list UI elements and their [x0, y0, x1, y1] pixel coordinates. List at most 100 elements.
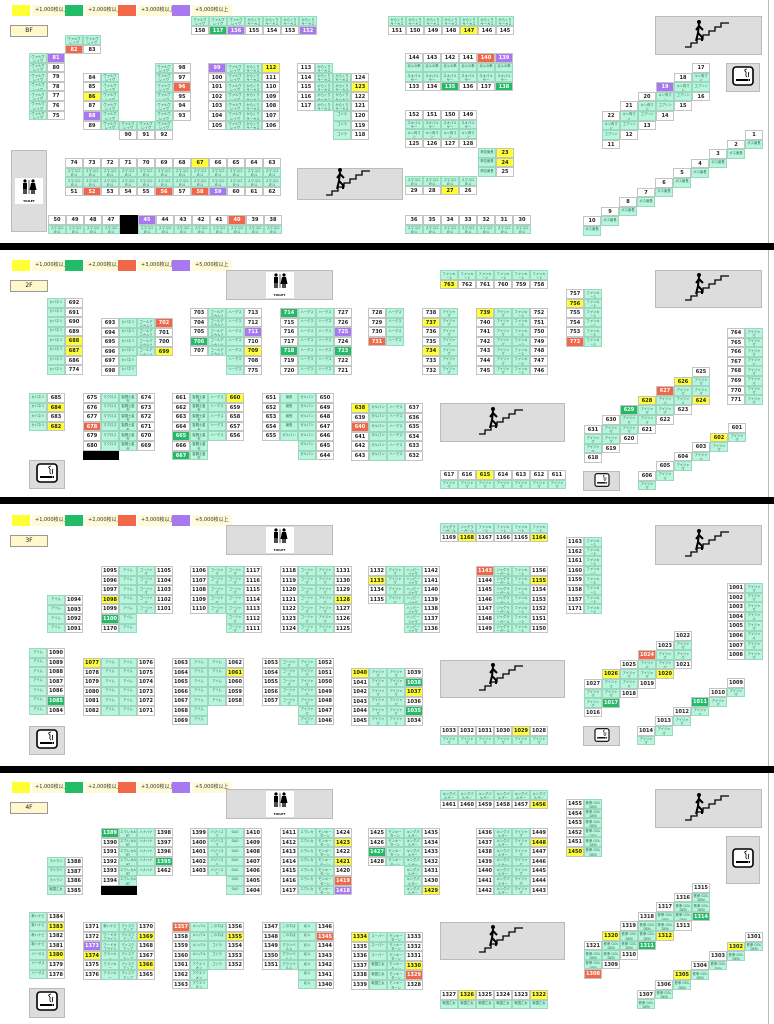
- machine-number[interactable]: 723: [334, 346, 352, 356]
- machine-number[interactable]: 111: [262, 72, 280, 83]
- machine-number[interactable]: 1412: [280, 837, 298, 848]
- machine-number[interactable]: 1376: [83, 969, 101, 980]
- machine-number[interactable]: 25: [496, 167, 514, 177]
- machine-number[interactable]: 664: [172, 421, 190, 432]
- machine-number[interactable]: 1350: [262, 950, 280, 961]
- machine-number[interactable]: 637: [405, 403, 423, 413]
- machine-number[interactable]: 765: [727, 337, 745, 348]
- machine-number[interactable]: 653: [262, 412, 280, 422]
- machine-number[interactable]: 1093: [65, 604, 83, 615]
- machine-number[interactable]: 760: [494, 279, 512, 290]
- machine-number[interactable]: 1151: [530, 613, 548, 624]
- machine-number[interactable]: 81: [47, 53, 65, 63]
- machine-number[interactable]: 625: [692, 367, 710, 377]
- machine-number[interactable]: 54: [119, 186, 137, 197]
- machine-number[interactable]: 1340: [316, 979, 334, 990]
- machine-number[interactable]: 606: [638, 470, 656, 481]
- machine-number[interactable]: 71: [119, 158, 137, 168]
- machine-number[interactable]: 1046: [316, 715, 334, 726]
- machine-number[interactable]: 627: [656, 386, 674, 396]
- machine-number[interactable]: 1314: [692, 911, 710, 922]
- machine-number[interactable]: 128: [459, 138, 477, 149]
- machine-number[interactable]: 612: [530, 470, 548, 480]
- machine-number[interactable]: 1433: [422, 847, 440, 857]
- machine-number[interactable]: 78: [47, 81, 65, 92]
- machine-number[interactable]: 1074: [137, 677, 155, 687]
- machine-number[interactable]: 40: [228, 215, 246, 225]
- machine-number[interactable]: 1043: [351, 696, 369, 707]
- machine-number[interactable]: 1109: [190, 594, 208, 605]
- machine-number[interactable]: 675: [83, 393, 101, 403]
- machine-number[interactable]: 1154: [530, 585, 548, 595]
- machine-number[interactable]: 1042: [351, 687, 369, 697]
- machine-number[interactable]: 1325: [476, 990, 494, 1000]
- machine-number[interactable]: 701: [155, 327, 173, 338]
- machine-number[interactable]: 687: [65, 345, 83, 356]
- machine-number[interactable]: 3: [709, 149, 727, 159]
- machine-number[interactable]: 1389: [101, 828, 119, 838]
- machine-number[interactable]: 38: [264, 215, 282, 225]
- machine-number[interactable]: 1430: [422, 875, 440, 886]
- machine-number[interactable]: 1129: [334, 585, 352, 595]
- machine-number[interactable]: 1010: [709, 687, 727, 698]
- machine-number[interactable]: 1399: [190, 828, 208, 838]
- machine-number[interactable]: 1452: [566, 827, 584, 838]
- machine-number[interactable]: 1332: [405, 941, 423, 952]
- machine-number[interactable]: 1049: [316, 686, 334, 697]
- machine-number[interactable]: 45: [138, 215, 156, 225]
- machine-number[interactable]: 1401: [190, 847, 208, 857]
- machine-number[interactable]: 21: [620, 101, 638, 111]
- machine-number[interactable]: 641: [351, 431, 369, 442]
- machine-number[interactable]: 1358: [172, 931, 190, 942]
- machine-number[interactable]: 1169: [440, 532, 458, 543]
- machine-number[interactable]: 709: [244, 346, 262, 356]
- machine-number[interactable]: 766: [727, 347, 745, 357]
- machine-number[interactable]: 149: [459, 110, 477, 120]
- machine-number[interactable]: 746: [530, 365, 548, 376]
- machine-number[interactable]: 1313: [674, 921, 692, 931]
- machine-number[interactable]: 1005: [727, 621, 745, 631]
- machine-number[interactable]: 1396: [155, 847, 173, 857]
- machine-number[interactable]: 1370: [137, 922, 155, 932]
- machine-number[interactable]: 1375: [83, 960, 101, 970]
- machine-number[interactable]: 732: [422, 365, 440, 376]
- machine-number[interactable]: 24: [496, 157, 514, 168]
- machine-number[interactable]: 1445: [530, 866, 548, 876]
- machine-number[interactable]: 150: [406, 25, 424, 36]
- machine-number[interactable]: 710: [244, 336, 262, 347]
- machine-number[interactable]: 22: [602, 110, 620, 121]
- machine-number[interactable]: 1374: [83, 950, 101, 961]
- machine-number[interactable]: 118: [351, 130, 369, 140]
- machine-number[interactable]: 1048: [316, 696, 334, 706]
- machine-number[interactable]: 767: [727, 356, 745, 367]
- machine-number[interactable]: 1431: [422, 866, 440, 876]
- machine-number[interactable]: 697: [101, 356, 119, 366]
- machine-number[interactable]: 726: [334, 317, 352, 328]
- machine-number[interactable]: 119: [351, 120, 369, 131]
- machine-number[interactable]: 1037: [405, 687, 423, 697]
- machine-number[interactable]: 1379: [47, 959, 65, 970]
- machine-number[interactable]: 1118: [280, 566, 298, 576]
- machine-number[interactable]: 635: [405, 422, 423, 432]
- machine-number[interactable]: 1097: [101, 585, 119, 595]
- machine-number[interactable]: 8: [619, 197, 637, 207]
- machine-number[interactable]: 1091: [65, 623, 83, 634]
- machine-number[interactable]: 1127: [334, 604, 352, 614]
- machine-number[interactable]: 702: [155, 318, 173, 328]
- machine-number[interactable]: 1393: [101, 866, 119, 876]
- machine-number[interactable]: 43: [174, 215, 192, 225]
- machine-number[interactable]: 151: [423, 110, 441, 120]
- machine-number[interactable]: 117: [209, 25, 227, 36]
- machine-number[interactable]: 1329: [405, 970, 423, 980]
- machine-number[interactable]: 113: [297, 63, 315, 73]
- machine-number[interactable]: 737: [422, 317, 440, 328]
- machine-number[interactable]: 116: [297, 91, 315, 102]
- machine-number[interactable]: 711: [244, 327, 262, 337]
- machine-number[interactable]: 1052: [316, 658, 334, 668]
- machine-number[interactable]: 1055: [262, 677, 280, 687]
- machine-number[interactable]: 1108: [190, 585, 208, 595]
- machine-number[interactable]: 1416: [280, 875, 298, 886]
- machine-number[interactable]: 23: [496, 148, 514, 158]
- machine-number[interactable]: 666: [172, 440, 190, 451]
- machine-number[interactable]: 1041: [351, 677, 369, 688]
